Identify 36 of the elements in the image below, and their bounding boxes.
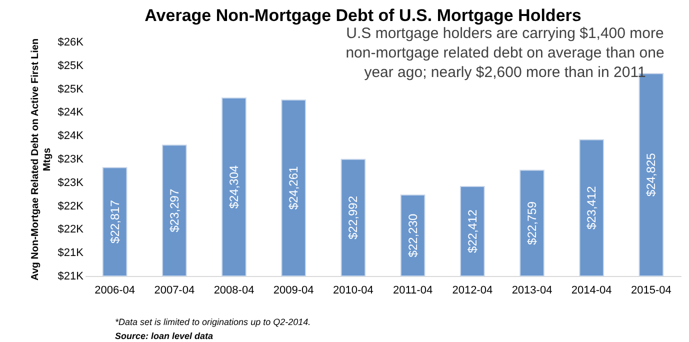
data-label: $24,261 [286,166,301,210]
x-tick-label: 2006-04 [94,284,135,296]
text: *Data set is limited to originations up to Q2-2014. [115,317,311,327]
y-tick-label: $25K [58,83,84,96]
y-tick-label: $26K [58,36,84,48]
y-tick-label: $23K [58,176,84,189]
y-tick-label: $21K [58,247,84,260]
x-tick-label: 2015-04 [631,284,672,296]
x-tick-label: 2012-04 [452,284,493,296]
y-tick-label: $23K [58,154,84,166]
y-tick-label: $24K [58,130,84,142]
x-tick-label: 2014-04 [571,284,612,296]
y-tick-label: $22K [58,200,84,212]
data-label: $22,412 [465,209,480,253]
chart-title: Average Non-Mortgage Debt of U.S. Mortgage Holders [144,6,582,25]
data-label: $24,304 [227,164,241,209]
x-tick-label: 2013-04 [512,284,552,296]
data-label: $23,297 [167,188,182,232]
x-tick-label: 2009-04 [273,284,314,296]
data-label: $22,992 [346,196,360,240]
data-label: $22,817 [108,200,122,244]
data-label: $22,759 [525,201,539,245]
source-note: Source: loan level data [115,331,214,341]
annotation: U.S mortgage holders are carrying $1,400 more non-mortgage related debt on average than one year ago; nearly $2,600 more than in 2011 [346,25,664,81]
x-tick-label: 2010-04 [333,284,374,296]
y-axis-title: Avg Non-Mortgae Related Debt on Active First Lien Mtgs [30,38,53,281]
y-tick-label: $25K [58,60,84,72]
x-tick-label: 2011-04 [393,284,433,296]
y-tick-label: $22K [58,224,84,236]
y-tick-label: $24K [58,106,84,119]
data-label: $24,825 [644,152,658,196]
data-label: $22,230 [406,214,420,258]
data-label: $23,412 [584,186,599,230]
y-tick-label: $21K [58,270,84,282]
x-tick-label: 2007-04 [154,284,195,296]
x-tick-label: 2008-04 [214,284,254,296]
